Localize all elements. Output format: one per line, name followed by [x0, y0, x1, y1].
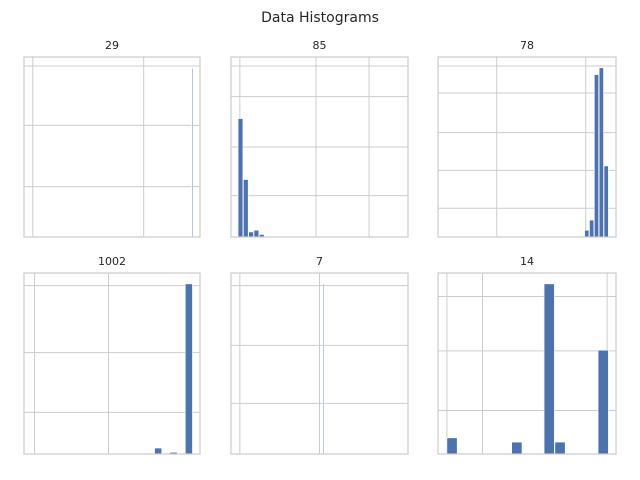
- histogram-bar: [584, 229, 590, 238]
- histogram-bar: [603, 165, 609, 238]
- histogram-bar: [598, 67, 604, 238]
- histogram-bar: [543, 283, 555, 455]
- histogram-bar: [248, 231, 254, 238]
- histogram-bar: [253, 229, 260, 238]
- histogram-bar: [597, 349, 609, 455]
- axes-frame: [23, 272, 201, 455]
- axes-frame: [230, 272, 409, 455]
- figure-title: Data Histograms: [261, 10, 379, 26]
- axes-frame: [230, 56, 409, 238]
- subplot-5: 7: [230, 255, 409, 455]
- histogram-bar: [554, 441, 566, 455]
- histogram-bar: [322, 283, 325, 455]
- subplot-1: 29: [23, 39, 201, 238]
- subplot-title: 29: [105, 39, 119, 52]
- subplot-title: 78: [520, 39, 534, 52]
- subplot-4: 1002: [23, 255, 201, 455]
- histogram-bar: [237, 118, 244, 238]
- subplot-title: 14: [520, 255, 534, 268]
- histogram-bar: [594, 74, 599, 238]
- histogram-bar: [446, 437, 458, 455]
- histogram-bar: [243, 179, 249, 238]
- subplot-2: 85: [230, 39, 409, 238]
- subplot-6: 14: [437, 255, 617, 455]
- axes-frame: [437, 56, 617, 238]
- subplot-title: 85: [313, 39, 327, 52]
- histogram-bar: [154, 447, 163, 455]
- histogram-bar: [191, 67, 194, 238]
- histogram-bar: [184, 283, 193, 455]
- axes-frame: [23, 56, 201, 238]
- subplot-3: 78: [437, 39, 617, 238]
- subplot-title: 7: [316, 255, 323, 268]
- axes-frame: [437, 272, 617, 455]
- subplot-title: 1002: [98, 255, 126, 268]
- histogram-bar: [589, 219, 595, 238]
- histogram-bar: [511, 441, 523, 455]
- subplot-grid: 29 85 78 1002 7 14: [23, 39, 617, 455]
